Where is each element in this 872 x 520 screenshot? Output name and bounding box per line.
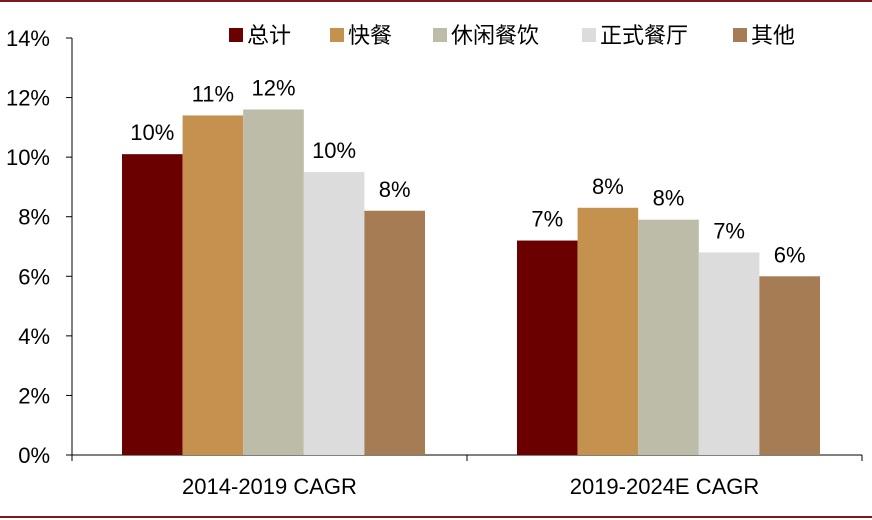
- data-label: 10%: [312, 138, 356, 163]
- bar: [364, 210, 425, 455]
- x-category-label: 2014-2019 CAGR: [182, 474, 357, 499]
- legend-label: 正式餐厅: [600, 24, 688, 49]
- y-tick-label: 8%: [18, 205, 50, 230]
- y-axis: 0% 2% 4% 6% 8% 10% 12% 14%: [6, 26, 73, 468]
- bar: [243, 109, 304, 455]
- data-label: 6%: [774, 242, 806, 267]
- x-category-label: 2019-2024E CAGR: [570, 474, 760, 499]
- bar: [638, 219, 699, 455]
- data-label: 11%: [192, 81, 234, 106]
- bar: [517, 240, 578, 455]
- data-label: 8%: [653, 186, 685, 211]
- bar: [122, 154, 183, 455]
- legend-swatch: [582, 28, 596, 42]
- data-label: 7%: [713, 218, 745, 243]
- y-tick-label: 0%: [18, 443, 50, 468]
- bar: [577, 207, 639, 455]
- legend-swatch: [229, 28, 243, 42]
- y-tick-label: 4%: [18, 324, 50, 349]
- y-tick-label: 12%: [6, 86, 50, 111]
- data-label: 8%: [592, 174, 624, 199]
- bar: [698, 252, 760, 455]
- legend-label: 总计: [247, 24, 291, 49]
- y-tick-label: 6%: [18, 264, 50, 289]
- legend-label: 休闲餐饮: [451, 24, 539, 49]
- bars: 10% 11% 12% 10% 8% 7% 8% 8% 7% 6%: [122, 75, 820, 456]
- data-label: 10%: [130, 120, 174, 145]
- legend-label: 其他: [751, 24, 795, 49]
- x-axis: 2014-2019 CAGR 2019-2024E CAGR: [71, 454, 863, 499]
- y-tick-label: 14%: [6, 26, 50, 51]
- legend-swatch: [330, 28, 344, 42]
- legend-label: 快餐: [348, 24, 392, 49]
- data-label: 12%: [251, 75, 295, 100]
- legend-swatch: [733, 28, 747, 42]
- y-tick-label: 2%: [18, 383, 50, 408]
- legend-swatch: [433, 28, 447, 42]
- legend: 总计 快餐 休闲餐饮 正式餐厅 其他: [229, 24, 795, 49]
- y-tick-label: 10%: [6, 145, 50, 170]
- data-label: 7%: [531, 207, 563, 232]
- bar: [759, 276, 820, 455]
- bar: [182, 115, 244, 455]
- bar: [303, 172, 365, 456]
- data-label: 8%: [379, 177, 411, 202]
